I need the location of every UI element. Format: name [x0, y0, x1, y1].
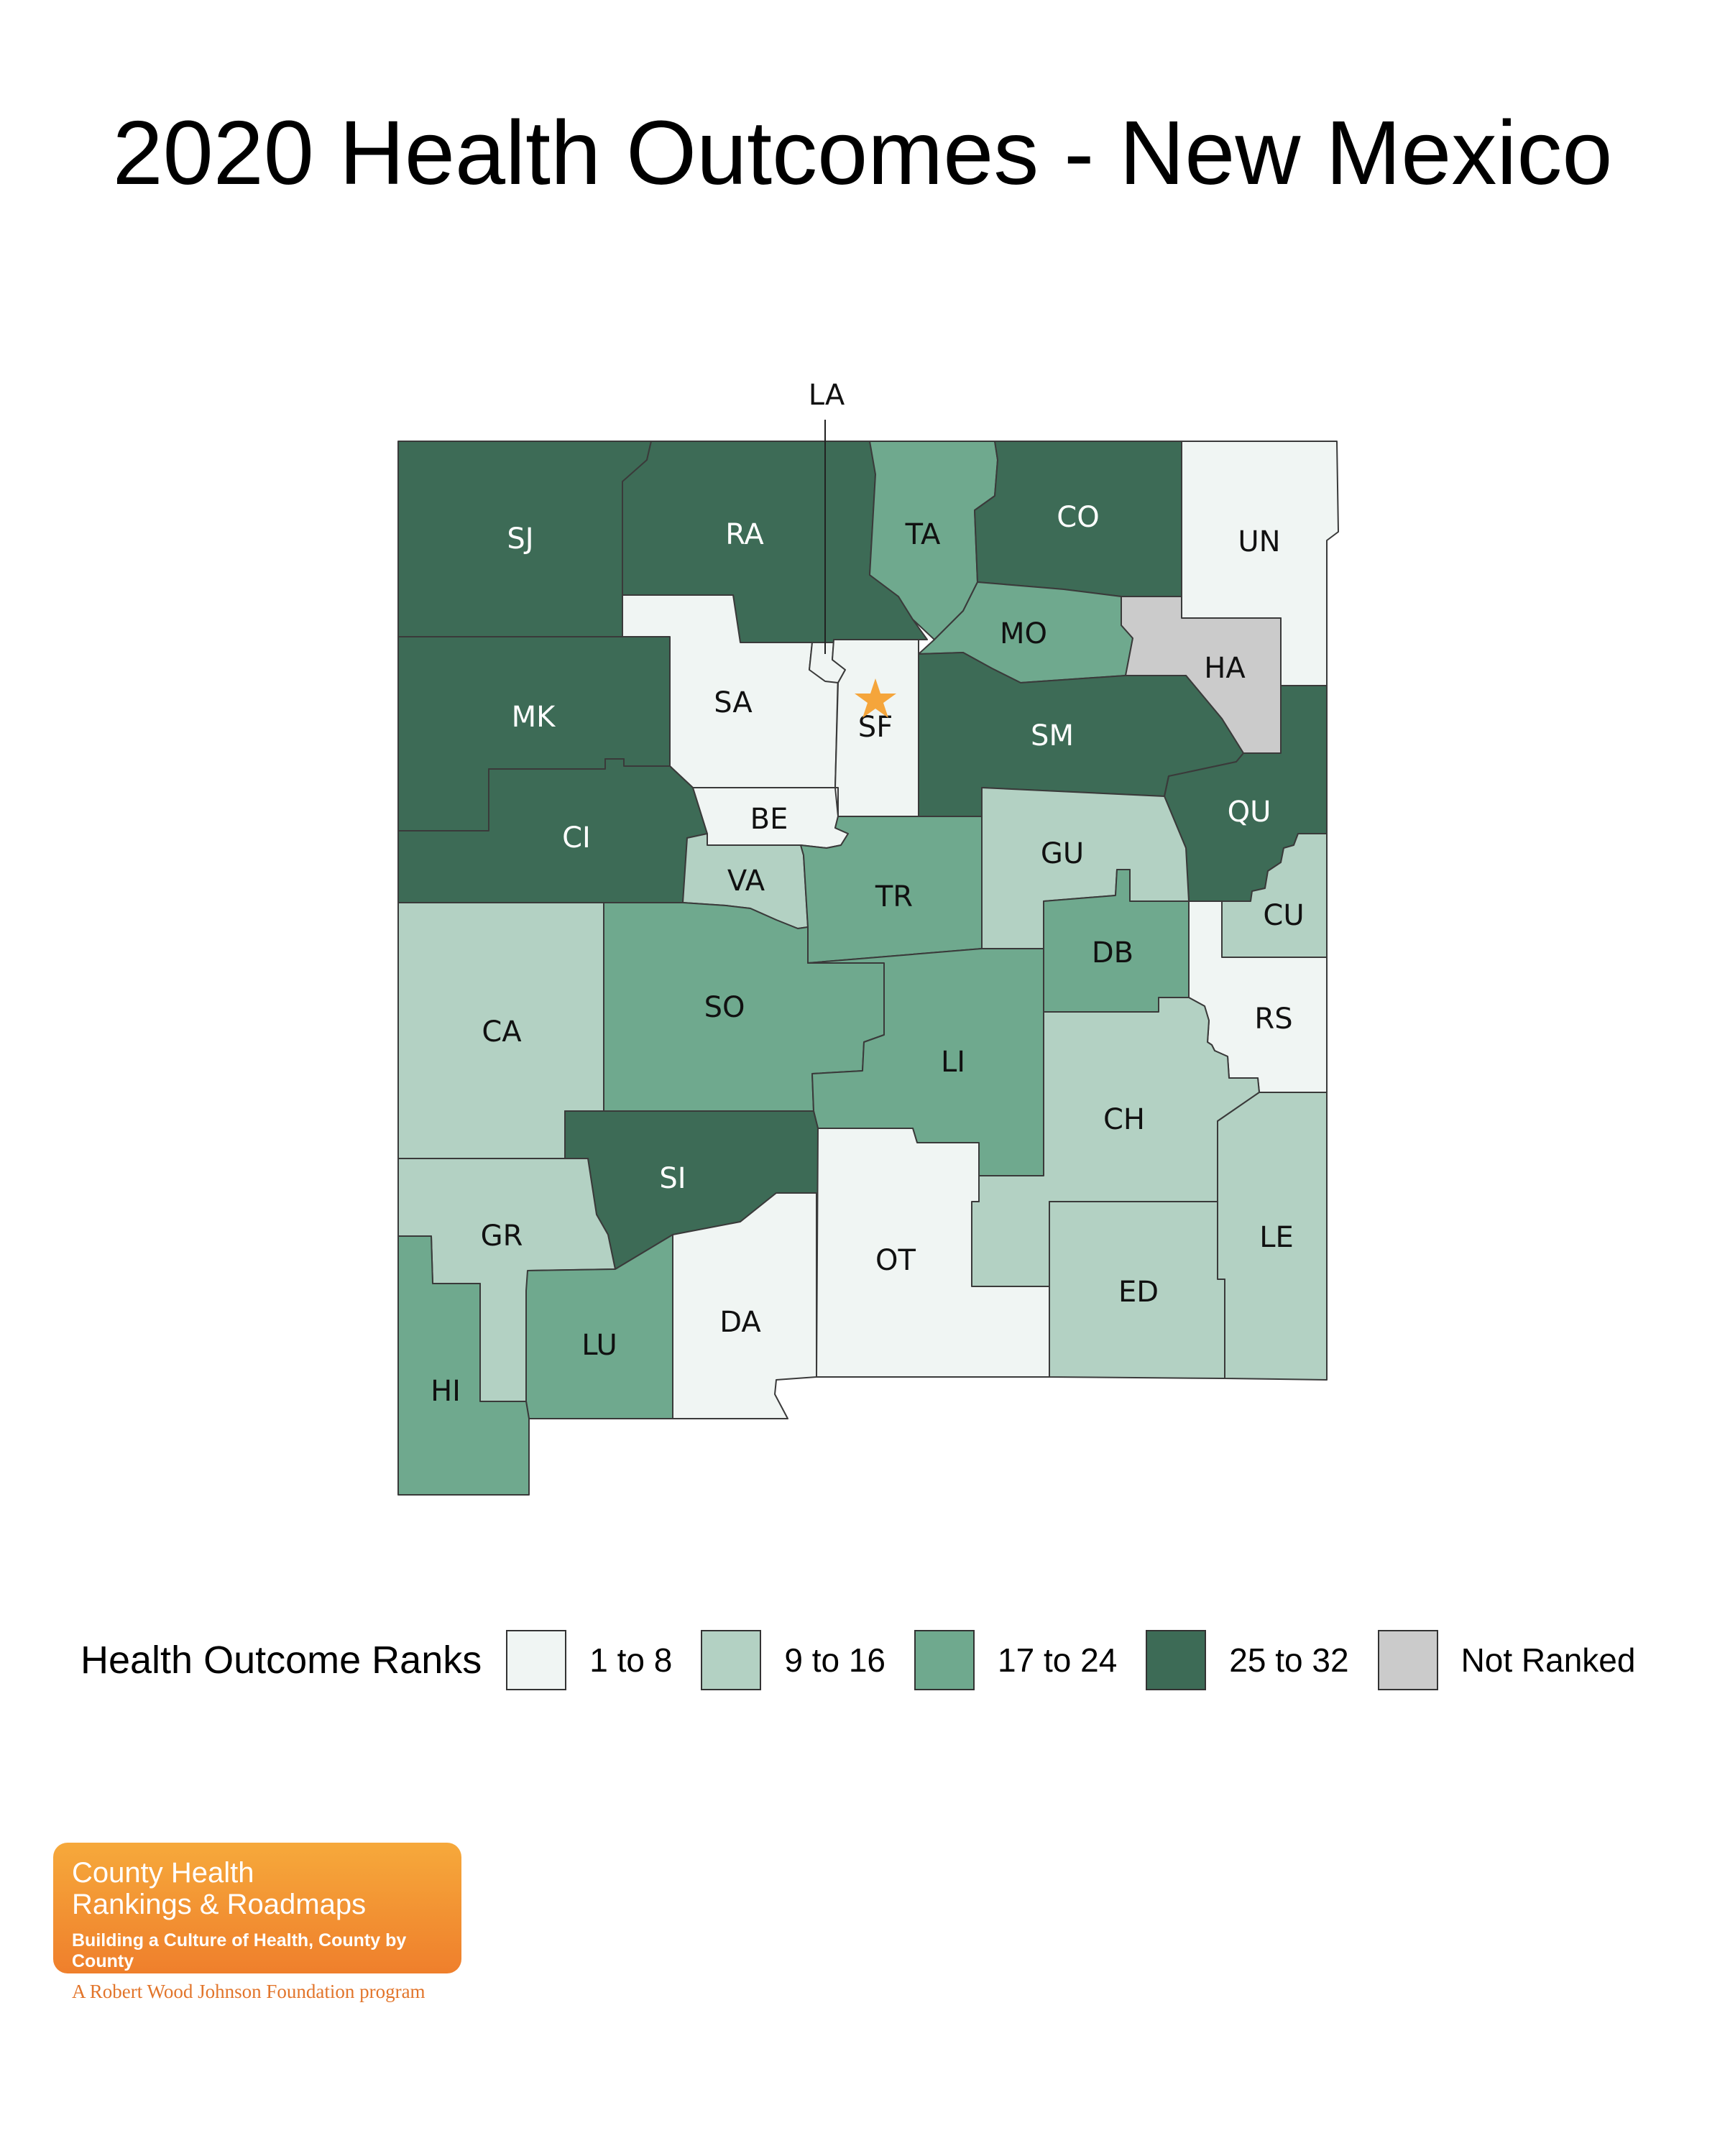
county-label-CH: CH — [1103, 1103, 1145, 1136]
county-label-TA: TA — [905, 518, 941, 551]
county-label-CU: CU — [1263, 899, 1304, 932]
logo-line-2: Rankings & Roadmaps — [72, 1889, 367, 1920]
county-label-RA: RA — [725, 518, 764, 551]
county-label-HA: HA — [1204, 652, 1246, 685]
county-health-rankings-logo: County Health Rankings & Roadmaps Buildi… — [53, 1843, 461, 1973]
county-label-UN: UN — [1238, 525, 1280, 558]
county-label-SM: SM — [1031, 719, 1074, 752]
rwjf-program-text: A Robert Wood Johnson Foundation program — [72, 1981, 426, 2002]
county-label-CI: CI — [562, 821, 591, 854]
county-label-MO: MO — [1000, 617, 1047, 650]
capital-star-icon — [855, 678, 896, 718]
county-label-LU: LU — [581, 1329, 617, 1362]
logo-tagline: Building a Culture of Health, County by … — [72, 1930, 407, 1971]
legend-swatch — [1146, 1630, 1207, 1690]
legend-item-9-to-16: 9 to 16 — [701, 1630, 907, 1690]
county-label-SA: SA — [714, 686, 753, 719]
legend-label: Not Ranked — [1460, 1641, 1636, 1679]
legend-swatch — [914, 1630, 975, 1690]
county-label-HI: HI — [431, 1375, 461, 1408]
legend-item-25-to-32: 25 to 32 — [1146, 1630, 1370, 1690]
county-DA[interactable] — [672, 1192, 817, 1419]
county-OT[interactable] — [816, 1128, 1050, 1378]
county-label-DA: DA — [719, 1306, 761, 1339]
county-label-CO: CO — [1057, 501, 1099, 534]
legend-label: 9 to 16 — [784, 1641, 886, 1679]
county-label-GU: GU — [1041, 837, 1084, 870]
county-label-DB: DB — [1092, 936, 1133, 969]
legend-item-17-to-24: 17 to 24 — [914, 1630, 1138, 1690]
county-label-LA: LA — [809, 379, 845, 412]
legend-swatch — [506, 1630, 567, 1690]
county-label-BE: BE — [750, 803, 788, 836]
logo-line-1: County Health — [72, 1857, 254, 1889]
legend: Health Outcome Ranks 1 to 8 9 to 16 17 t… — [80, 1626, 1657, 1695]
county-label-OT: OT — [875, 1244, 916, 1277]
county-label-CA: CA — [482, 1015, 522, 1049]
legend-item-not-ranked: Not Ranked — [1377, 1630, 1657, 1690]
county-label-LE: LE — [1259, 1221, 1294, 1254]
legend-title: Health Outcome Ranks — [80, 1639, 482, 1682]
county-label-RS: RS — [1254, 1003, 1292, 1036]
county-label-MK: MK — [512, 701, 557, 734]
county-label-ED: ED — [1118, 1276, 1159, 1309]
county-label-SO: SO — [704, 991, 745, 1024]
legend-swatch — [1377, 1630, 1438, 1690]
county-label-SI: SI — [659, 1162, 686, 1195]
county-label-TR: TR — [875, 880, 913, 913]
county-label-LI: LI — [941, 1046, 965, 1079]
county-label-QU: QU — [1228, 796, 1271, 829]
county-label-SJ: SJ — [507, 522, 533, 556]
page-title: 2020 Health Outcomes - New Mexico — [112, 102, 1613, 203]
legend-item-1-to-8: 1 to 8 — [506, 1630, 694, 1690]
county-label-VA: VA — [727, 865, 765, 898]
county-HI[interactable] — [397, 1235, 530, 1496]
legend-swatch — [701, 1630, 762, 1690]
county-label-GR: GR — [481, 1220, 523, 1253]
legend-label: 1 to 8 — [589, 1641, 673, 1679]
legend-label: 25 to 32 — [1229, 1641, 1349, 1679]
county-ED[interactable] — [1049, 1201, 1225, 1379]
legend-label: 17 to 24 — [998, 1641, 1118, 1679]
